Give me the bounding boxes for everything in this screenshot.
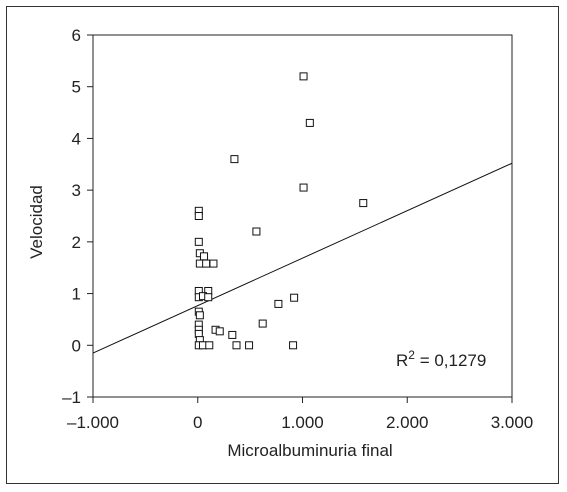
r-squared-sup: 2 <box>408 348 415 362</box>
axis-ticks: –1 0 1 2 3 4 5 6 –1.000 0 1.000 2.000 3.000 <box>62 26 533 432</box>
x-tick-label: 3.000 <box>491 413 534 432</box>
data-point <box>230 155 239 164</box>
data-point <box>194 212 203 220</box>
y-tick-label: 3 <box>72 181 81 200</box>
x-tick-label: 2.000 <box>386 413 429 432</box>
x-tick-label: –1.000 <box>67 413 119 432</box>
regression-line-group <box>92 162 513 354</box>
data-point <box>290 293 299 302</box>
x-tick-label: 0 <box>193 413 202 432</box>
data-point <box>232 341 241 350</box>
data-point <box>204 293 213 302</box>
data-point <box>305 118 314 127</box>
data-point <box>258 319 267 328</box>
data-point <box>274 299 283 308</box>
data-point <box>200 252 209 261</box>
r-squared-base: R <box>396 351 408 370</box>
figure-border <box>6 6 559 484</box>
r-squared-value: = 0,1279 <box>415 351 486 370</box>
data-point <box>299 183 308 192</box>
data-point <box>359 199 368 208</box>
data-point <box>205 341 214 350</box>
x-tick-label: 1.000 <box>281 413 324 432</box>
x-axis-label: Microalbuminuria final <box>227 441 392 460</box>
y-tick-label: 4 <box>72 129 81 148</box>
y-tick-label: 0 <box>72 336 81 355</box>
regression-line <box>92 162 513 354</box>
plot-area <box>92 34 513 398</box>
data-point <box>289 341 298 350</box>
y-tick-label: –1 <box>62 388 81 407</box>
data-point <box>299 72 308 81</box>
data-point <box>209 259 218 268</box>
r-squared-annotation: R2 = 0,1279 <box>396 348 486 370</box>
data-point <box>215 327 224 336</box>
data-point <box>245 341 254 350</box>
data-point <box>202 259 211 268</box>
data-point <box>228 330 237 339</box>
y-tick-label: 2 <box>72 233 81 252</box>
y-tick-label: 5 <box>72 78 81 97</box>
data-point <box>194 237 203 246</box>
y-tick-label: 1 <box>72 285 81 304</box>
data-point <box>195 311 204 320</box>
data-point <box>252 227 261 236</box>
data-points <box>194 72 368 350</box>
y-axis-label: Velocidad <box>27 185 46 259</box>
y-tick-label: 6 <box>72 26 81 45</box>
